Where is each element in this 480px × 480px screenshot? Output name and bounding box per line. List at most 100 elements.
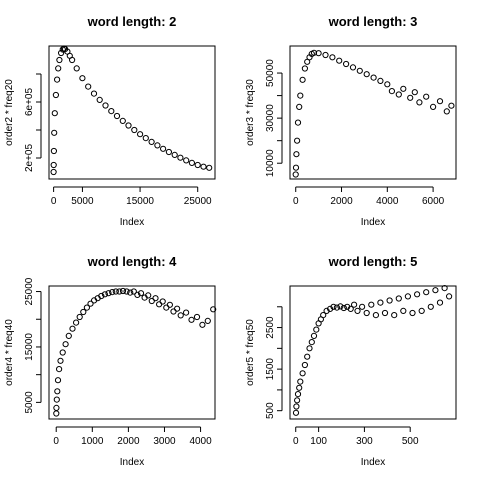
data-point <box>337 303 344 310</box>
chart-title: word length: 3 <box>328 14 418 29</box>
data-point <box>430 103 437 111</box>
data-point <box>388 88 395 95</box>
data-point <box>62 341 69 348</box>
data-point <box>76 313 83 321</box>
data-point <box>194 161 201 169</box>
data-point <box>363 71 370 78</box>
data-point <box>363 309 370 317</box>
x-tick-label: 2000 <box>117 436 140 447</box>
data-point <box>137 290 145 297</box>
x-tick-label: 1000 <box>81 436 104 447</box>
data-point <box>297 92 304 99</box>
data-point <box>199 321 206 328</box>
data-point <box>446 293 453 300</box>
data-point <box>53 404 60 411</box>
data-point <box>53 396 60 403</box>
x-tick-label: 500 <box>402 436 419 447</box>
data-point <box>55 65 62 72</box>
data-point <box>112 288 119 295</box>
data-point <box>174 305 181 312</box>
data-point <box>349 64 357 71</box>
data-point <box>414 291 421 298</box>
data-point <box>210 306 217 313</box>
data-point <box>73 65 80 72</box>
data-point <box>351 301 358 308</box>
y-axis-label: order3 * freq30 <box>245 79 256 146</box>
data-point <box>377 299 384 306</box>
data-point <box>292 164 300 171</box>
data-point <box>301 65 308 72</box>
data-point <box>441 285 448 292</box>
x-tick-label: 15000 <box>126 196 154 207</box>
data-point <box>310 332 318 339</box>
data-point <box>105 290 112 297</box>
x-axis-label: Index <box>361 217 385 228</box>
data-point <box>96 96 103 104</box>
data-point <box>98 292 105 300</box>
data-point <box>131 126 138 134</box>
panel-3: word length: 4 0 1000 2000 3000 4000 Index 5000… <box>4 254 217 468</box>
data-point <box>310 49 318 56</box>
data-point <box>409 309 416 317</box>
data-point <box>183 157 190 164</box>
data-point <box>102 102 109 109</box>
data-point <box>171 151 178 158</box>
x-axis-label: Index <box>361 457 385 468</box>
x-axis-label: Index <box>120 457 144 468</box>
y-tick-label: 6e+05 <box>24 88 35 117</box>
data-point <box>125 122 132 129</box>
plot-frame <box>48 45 216 180</box>
data-point <box>384 81 391 88</box>
data-point <box>160 145 167 152</box>
data-point <box>54 388 61 395</box>
data-point <box>306 345 313 352</box>
data-point <box>395 295 402 302</box>
data-point <box>304 353 311 360</box>
data-point <box>113 112 121 120</box>
data-point <box>204 317 211 324</box>
y-axis-label: order4 * freq40 <box>4 319 15 386</box>
data-point <box>343 60 350 68</box>
data-point <box>123 288 130 295</box>
x-tick-label: 0 <box>53 436 59 447</box>
data-point <box>377 77 384 85</box>
data-point <box>293 403 300 410</box>
data-point <box>432 287 439 294</box>
data-point <box>292 171 299 178</box>
y-tick-label: 2500 <box>265 316 276 339</box>
data-point <box>130 288 137 295</box>
x-tick-label: 4000 <box>376 196 399 207</box>
data-point <box>87 300 94 307</box>
data-point <box>58 49 65 57</box>
data-point <box>294 137 301 144</box>
data-point <box>65 332 72 339</box>
data-point <box>79 75 86 82</box>
data-point <box>294 391 302 398</box>
data-point <box>108 108 115 115</box>
data-point <box>356 67 363 74</box>
data-point <box>308 339 315 346</box>
data-point <box>85 83 92 90</box>
data-point <box>56 56 63 64</box>
data-point <box>330 303 337 310</box>
data-point <box>56 366 63 373</box>
data-point <box>177 312 184 319</box>
data-point <box>294 397 301 404</box>
data-point <box>177 154 184 161</box>
data-point <box>188 159 195 166</box>
x-tick-label: 2000 <box>330 196 353 207</box>
data-point <box>293 151 300 158</box>
y-axis-label: order5 * freq50 <box>245 319 256 386</box>
series-points <box>292 285 453 416</box>
y-tick-label: 2e+05 <box>24 144 35 173</box>
data-point <box>119 117 126 125</box>
data-point <box>336 57 343 64</box>
data-point <box>193 313 201 321</box>
data-point <box>411 89 418 96</box>
data-point <box>292 409 300 416</box>
y-axis-label: order2 * freq20 <box>4 79 15 146</box>
data-point <box>159 298 166 305</box>
x-tick-label: 6000 <box>422 196 445 207</box>
data-point <box>145 292 152 299</box>
data-point <box>206 164 213 171</box>
